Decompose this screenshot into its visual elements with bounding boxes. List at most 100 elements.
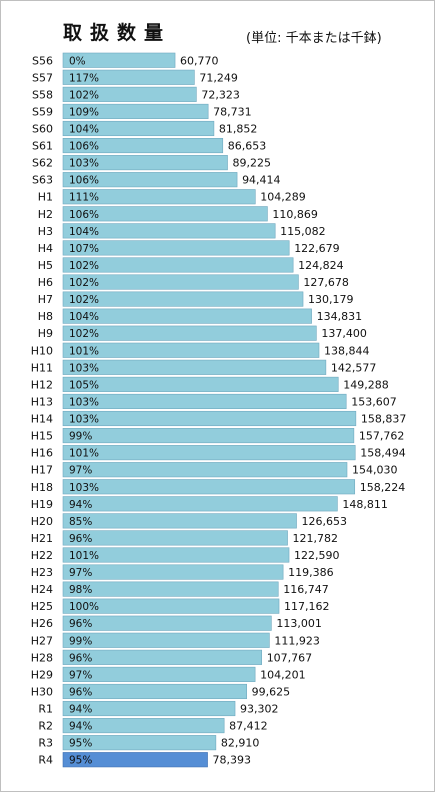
bar [62, 428, 355, 444]
percent-label: 101% [69, 448, 99, 460]
bar [62, 257, 294, 273]
percent-label: 102% [69, 277, 99, 289]
category-label: H14 [31, 413, 53, 426]
bar [62, 530, 288, 546]
category-label: H3 [38, 225, 53, 238]
bar [62, 547, 290, 563]
percent-label: 103% [69, 414, 99, 426]
bar [62, 718, 225, 734]
value-label: 104,201 [260, 668, 306, 681]
category-label: R1 [38, 703, 53, 716]
bar [62, 393, 347, 410]
category-label: H27 [31, 634, 53, 647]
category-label: H10 [31, 344, 53, 357]
bar [62, 615, 272, 631]
percent-label: 106% [69, 175, 99, 187]
bar [62, 189, 256, 205]
bar [62, 155, 228, 171]
value-label: 148,811 [342, 498, 388, 511]
bar [62, 376, 339, 392]
category-label: S62 [32, 157, 53, 170]
percent-label: 96% [69, 533, 92, 545]
category-label: H17 [31, 464, 53, 477]
category-label: H26 [31, 617, 53, 630]
value-label: 134,831 [317, 310, 363, 323]
category-label: H21 [31, 532, 53, 545]
percent-label: 96% [69, 618, 92, 630]
value-label: 117,162 [284, 600, 330, 613]
value-label: 93,302 [240, 703, 279, 716]
percent-label: 95% [69, 738, 92, 750]
bar [62, 86, 197, 102]
bar-highlighted [62, 752, 208, 768]
percent-label: 102% [69, 260, 99, 272]
percent-label: 103% [69, 482, 99, 494]
bar [62, 138, 224, 154]
bar [62, 240, 290, 256]
percent-label: 97% [69, 669, 92, 681]
category-label: S61 [32, 140, 53, 153]
category-label: H19 [31, 498, 53, 511]
category-label: S56 [32, 54, 53, 67]
percent-label: 98% [69, 584, 92, 596]
bar [62, 69, 195, 85]
percent-label: 102% [69, 89, 99, 101]
category-label: H28 [31, 651, 53, 664]
percent-label: 0% [69, 55, 86, 67]
percent-label: 111% [69, 192, 99, 204]
category-label: H1 [38, 191, 53, 204]
category-label: S59 [32, 105, 53, 118]
category-label: H15 [31, 430, 53, 443]
percent-label: 103% [69, 158, 99, 170]
percent-label: 107% [69, 243, 99, 255]
category-label: H8 [38, 310, 53, 323]
value-label: 153,607 [351, 395, 397, 408]
percent-label: 96% [69, 652, 92, 664]
bar [62, 308, 312, 324]
category-label: H6 [38, 276, 53, 289]
chart-title: 取扱数量 [63, 22, 172, 44]
percent-label: 100% [69, 601, 99, 613]
percent-label: 97% [69, 465, 92, 477]
percent-label: 94% [69, 499, 92, 511]
category-label: H13 [31, 395, 53, 408]
percent-label: 106% [69, 209, 99, 221]
percent-label: 109% [69, 106, 99, 118]
percent-label: 99% [69, 431, 92, 443]
category-label: H25 [31, 600, 53, 613]
bar [62, 496, 338, 512]
category-label: H20 [31, 515, 53, 528]
value-label: 71,249 [199, 71, 238, 84]
value-label: 110,869 [272, 208, 318, 221]
value-label: 158,837 [361, 413, 407, 426]
value-label: 126,653 [302, 515, 348, 528]
bar [62, 223, 276, 239]
value-label: 122,679 [294, 242, 340, 255]
bar [62, 683, 247, 700]
percent-label: 103% [69, 362, 99, 374]
value-label: 157,762 [359, 430, 405, 443]
value-label: 127,678 [303, 276, 349, 289]
value-label: 113,001 [276, 617, 322, 630]
bar [62, 564, 284, 580]
category-label: S57 [32, 71, 53, 84]
bar [62, 410, 357, 427]
value-label: 86,653 [228, 140, 267, 153]
percent-label: 101% [69, 550, 99, 562]
category-label: R4 [38, 754, 53, 767]
value-label: 158,494 [360, 447, 406, 460]
bar [62, 632, 270, 648]
bar [62, 103, 209, 119]
value-label: 94,414 [242, 174, 281, 187]
value-label: 116,747 [283, 583, 329, 596]
value-label: 81,852 [219, 122, 257, 135]
category-label: S58 [32, 88, 53, 101]
category-label: H2 [38, 208, 53, 221]
bar [62, 735, 217, 751]
bar [62, 342, 320, 358]
percent-label: 104% [69, 226, 99, 238]
bar [62, 206, 268, 222]
percent-label: 103% [69, 396, 99, 408]
value-label: 107,767 [267, 651, 313, 664]
percent-label: 94% [69, 704, 92, 716]
